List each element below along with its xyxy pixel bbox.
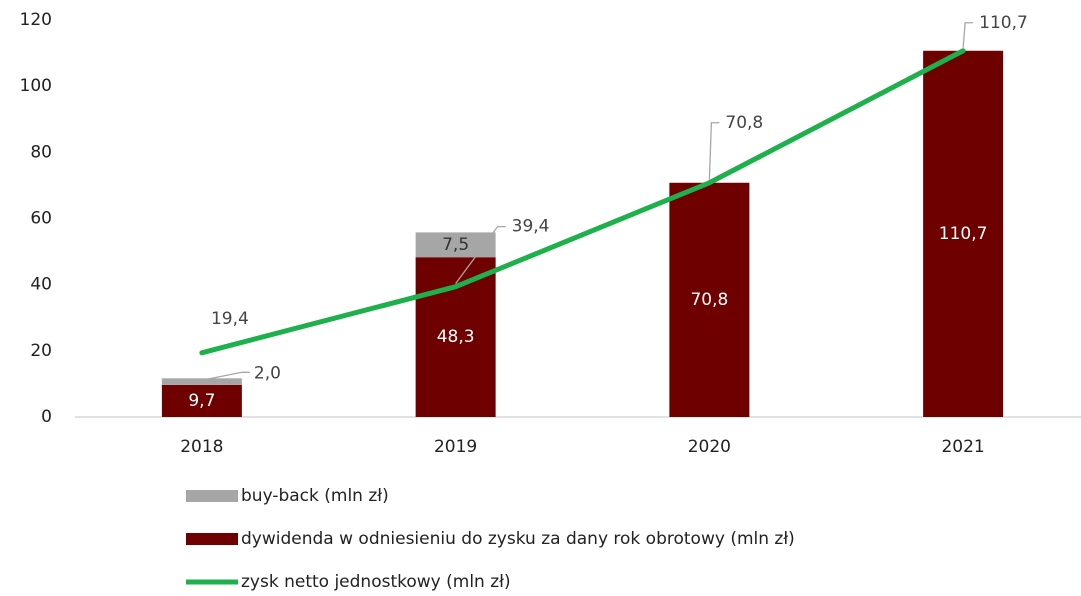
value-label: 110,7 bbox=[979, 13, 1028, 33]
y-tick-label: 40 bbox=[30, 275, 52, 295]
leader-line bbox=[708, 122, 720, 180]
x-tick-label: 2021 bbox=[941, 437, 984, 457]
legend-swatch bbox=[186, 490, 238, 502]
value-label: 19,4 bbox=[211, 309, 249, 329]
bar bbox=[923, 50, 1004, 418]
value-label: 9,7 bbox=[188, 391, 215, 411]
bar bbox=[669, 182, 750, 417]
value-label: 39,4 bbox=[512, 217, 550, 237]
y-tick-label: 20 bbox=[30, 341, 52, 361]
legend-swatch bbox=[186, 533, 238, 545]
value-label: 70,8 bbox=[725, 113, 763, 133]
y-tick-label: 60 bbox=[30, 209, 52, 229]
y-tick-label: 80 bbox=[30, 142, 52, 162]
legend-label: dywidenda w odniesieniu do zysku za dany… bbox=[241, 529, 795, 549]
value-label: 7,5 bbox=[442, 235, 469, 255]
x-tick-label: 2019 bbox=[434, 437, 477, 457]
legend-label: zysk netto jednostkowy (mln zł) bbox=[241, 572, 511, 592]
x-tick-label: 2020 bbox=[688, 437, 731, 457]
bar bbox=[161, 384, 242, 417]
y-tick-label: 120 bbox=[20, 10, 52, 30]
x-tick-label: 2018 bbox=[180, 437, 223, 457]
value-label: 110,7 bbox=[939, 224, 988, 244]
leader-line bbox=[201, 371, 250, 381]
bar bbox=[161, 378, 242, 385]
bar bbox=[415, 232, 496, 258]
leader-line bbox=[455, 226, 506, 285]
y-tick-label: 0 bbox=[41, 407, 52, 427]
legend-label: buy-back (mln zł) bbox=[241, 486, 389, 506]
bar bbox=[415, 257, 496, 417]
value-label: 70,8 bbox=[690, 290, 728, 310]
y-tick-label: 100 bbox=[20, 76, 52, 96]
line bbox=[199, 48, 966, 356]
value-label: 2,0 bbox=[254, 363, 281, 383]
value-label: 48,3 bbox=[437, 327, 475, 347]
leader-line bbox=[962, 22, 974, 48]
